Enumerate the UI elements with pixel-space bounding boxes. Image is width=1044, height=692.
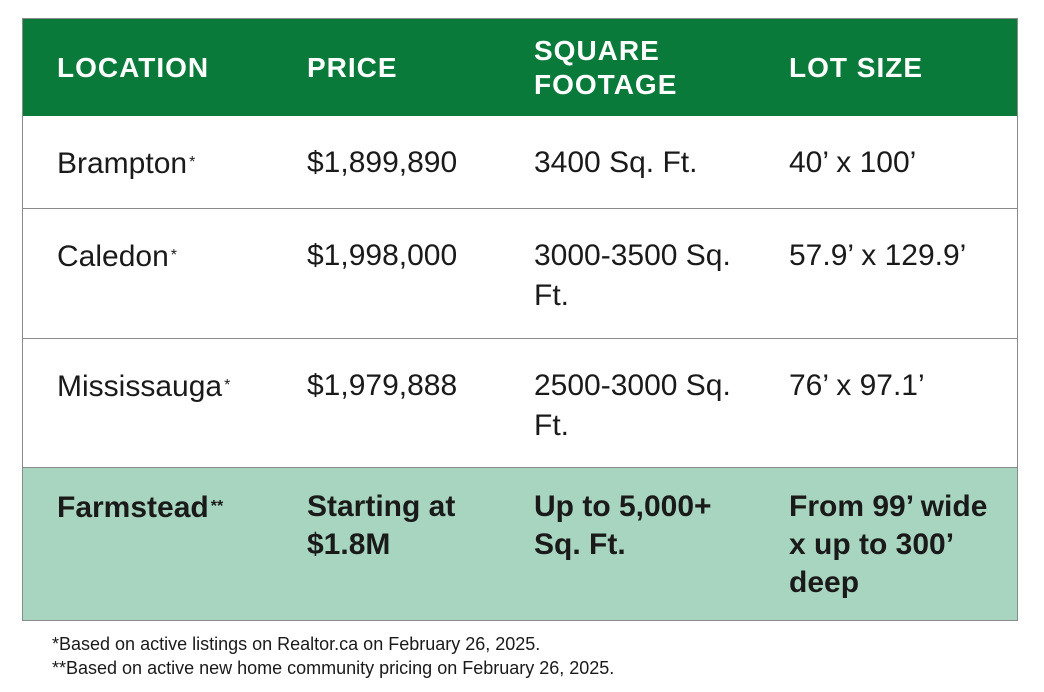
footnote: *Based on active listings on Realtor.ca …	[52, 634, 541, 654]
lot-size-cell: 57.9’ x 129.9’	[789, 239, 967, 272]
price-cell: $1,899,890	[307, 146, 458, 179]
footnote-mark: **	[210, 498, 224, 515]
lot-size-cell: 76’ x 97.1’	[789, 369, 925, 402]
header-cell: LOT SIZE	[789, 51, 923, 83]
header-cell: PRICE	[307, 51, 398, 83]
location: Caledon	[57, 240, 169, 273]
table-row: Brampton * $1,899,890 3400 Sq. Ft. 40’ x 100…	[23, 116, 1017, 208]
lot-size-cell: 40’ x 100’	[789, 146, 917, 179]
header-cell: LOCATION	[57, 51, 210, 83]
footage-cell: 3400 Sq. Ft.	[534, 146, 698, 179]
location: Brampton	[57, 147, 188, 180]
table-body: Brampton * $1,899,890 3400 Sq. Ft. 40’ x 100…	[23, 116, 1017, 620]
header-cell: SQUARE FOOTAGE	[534, 34, 678, 100]
comparison-table: LOCATION PRICE SQUARE FOOTAGE LOT SIZE B…	[22, 18, 1018, 621]
location-cell: Caledon *	[23, 209, 290, 338]
footnotes: *Based on active listings on Realtor.ca …	[52, 632, 614, 680]
table-row: Caledon * $1,998,000 3000-3500 Sq. Ft. 57.9’…	[23, 208, 1017, 338]
location-cell: Mississauga *	[23, 339, 290, 467]
footnote-mark: *	[224, 377, 231, 394]
price-cell: Starting at $1.8M	[307, 490, 456, 561]
location: Mississauga	[57, 370, 223, 403]
footage-cell: 3000-3500 Sq. Ft.	[534, 239, 731, 312]
location-cell: Farmstead **	[23, 468, 290, 620]
location-cell: Brampton *	[23, 116, 290, 208]
price-cell: $1,979,888	[307, 369, 458, 402]
header-row: LOCATION PRICE SQUARE FOOTAGE LOT SIZE	[23, 19, 1017, 116]
table-row: Farmstead ** Starting at $1.8M Up to 5,000+…	[23, 467, 1017, 620]
footage-cell: Up to 5,000+ Sq. Ft.	[534, 490, 712, 561]
price-cell: $1,998,000	[307, 239, 458, 272]
footnote-mark: *	[170, 247, 177, 264]
table-row: Mississauga * $1,979,888 2500-3000 Sq. Ft. 7…	[23, 338, 1017, 467]
footnote-mark: *	[189, 154, 196, 171]
footnote: **Based on active new home community pri…	[52, 658, 615, 678]
footage-cell: 2500-3000 Sq. Ft.	[534, 369, 731, 442]
location: Farmstead	[57, 491, 209, 524]
lot-size-cell: From 99’ wide x up to 300’ deep	[789, 490, 988, 599]
